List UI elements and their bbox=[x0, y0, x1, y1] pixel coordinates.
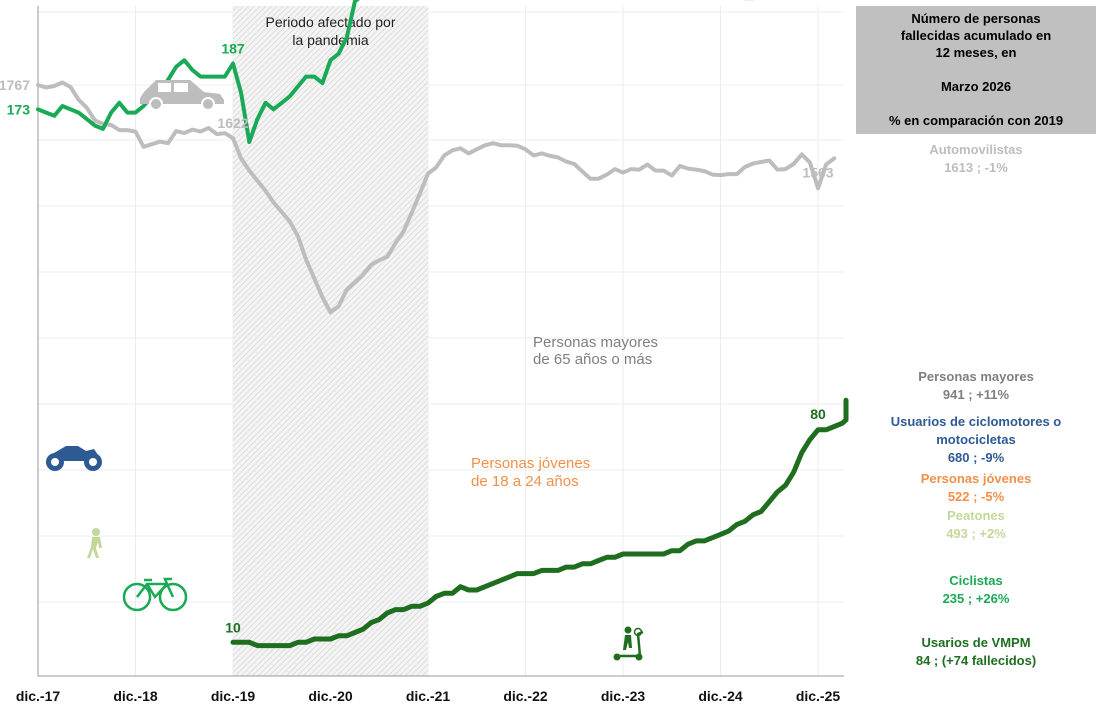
legend-value: 680 ; -9% bbox=[947, 450, 1005, 465]
legend-entry-peatones: Peatones 493 ; +2% bbox=[856, 507, 1096, 543]
x-tick-label: dic.-17 bbox=[16, 688, 61, 704]
x-tick-label: dic.-25 bbox=[796, 688, 841, 704]
legend-name: Ciclistas bbox=[949, 573, 1003, 588]
legend-name: Usarios de VMPM bbox=[921, 635, 1031, 650]
pandemic-label-line2: la pandemia bbox=[292, 32, 368, 48]
x-tick-label: dic.-21 bbox=[406, 688, 451, 704]
legend-header-spacer2 bbox=[856, 95, 1096, 112]
motorcycle-icon bbox=[46, 446, 102, 471]
pandemic-shaded-region bbox=[233, 6, 428, 676]
legend-header-spacer bbox=[856, 61, 1096, 78]
series-line-ciclistas bbox=[36, 0, 754, 144]
series-line-auto bbox=[36, 80, 837, 315]
legend-name: Automovilistas bbox=[929, 142, 1023, 157]
bicycle-icon bbox=[122, 577, 188, 612]
x-tick-label: dic.-19 bbox=[211, 688, 256, 704]
legend-value: 493 ; +2% bbox=[946, 526, 1006, 541]
start-value-label-ciclistas: 173 bbox=[7, 101, 31, 117]
legend-name-line2: motocicletas bbox=[936, 432, 1016, 447]
x-tick-label: dic.-24 bbox=[698, 688, 743, 704]
pedestrian-icon bbox=[87, 528, 102, 558]
legend-entry-vmpm: Usarios de VMPM 84 ; (+74 fallecidos) bbox=[856, 634, 1096, 670]
legend-name: Personas mayores bbox=[918, 369, 1034, 384]
legend-entry-jovenes: Personas jóvenes 522 ; -5% bbox=[856, 470, 1096, 506]
car-icon bbox=[140, 80, 224, 111]
legend-entry-automovilistas: Automovilistas 1613 ; -1% bbox=[856, 141, 1096, 177]
data-labels: 1767162215638698499167867496915625495234… bbox=[0, 41, 834, 636]
start-value-label-auto: 1767 bbox=[0, 77, 30, 93]
annotation-jovenes-line2: de 18 a 24 años bbox=[471, 473, 579, 490]
x-axis: dic.-17 dic.-18 dic.-19 dic.-20 dic.-21 dic.-… bbox=[16, 6, 844, 704]
annotation-mayores-line2: de 65 años o más bbox=[533, 351, 652, 368]
legend-header: Número de personas fallecidas acumulado … bbox=[856, 6, 1096, 134]
series-line-vmpm bbox=[230, 397, 849, 649]
legend-header-line2: fallecidas acumulado en bbox=[900, 28, 1052, 43]
end-value-label-auto: 1563 bbox=[802, 164, 833, 180]
legend-header-line1: Número de personas bbox=[911, 11, 1041, 26]
annotation-jovenes-line1: Personas jóvenes bbox=[471, 455, 590, 472]
mid-value-label-ciclistas: 187 bbox=[221, 41, 245, 57]
legend-value: 84 ; (+74 fallecidos) bbox=[915, 653, 1037, 668]
legend-name-line1: Usuarios de ciclomotores o bbox=[890, 414, 1062, 429]
legend-header-line3: 12 meses, en bbox=[935, 45, 1017, 60]
legend-value: 522 ; -5% bbox=[947, 489, 1005, 504]
x-tick-label: dic.-18 bbox=[113, 688, 158, 704]
legend-value: 1613 ; -1% bbox=[944, 160, 1008, 175]
end-value-label-vmpm: 80 bbox=[810, 406, 826, 422]
mid-value-label-vmpm: 10 bbox=[225, 619, 241, 635]
legend-name: Personas jóvenes bbox=[920, 471, 1032, 486]
x-tick-label: dic.-20 bbox=[308, 688, 353, 704]
x-tick-label: dic.-23 bbox=[601, 688, 646, 704]
legend-value: 235 ; +26% bbox=[942, 591, 1010, 606]
scooter-icon bbox=[613, 626, 644, 661]
mid-value-label-auto: 1622 bbox=[217, 115, 248, 131]
pandemic-label-line1: Periodo afectado por bbox=[266, 14, 396, 30]
annotation-mayores-line1: Personas mayores bbox=[533, 334, 658, 351]
legend-entry-mayores: Personas mayores 941 ; +11% bbox=[856, 368, 1096, 404]
legend-header-month: Marzo 2026 bbox=[940, 79, 1012, 94]
legend-header-pct: % en comparación con 2019 bbox=[888, 113, 1064, 128]
chart-svg: Periodo afectado por la pandemia dic.-17… bbox=[0, 0, 849, 704]
x-tick-label: dic.-22 bbox=[503, 688, 548, 704]
legend-entry-motocicletas: Usuarios de ciclomotores o motocicletas … bbox=[856, 413, 1096, 467]
legend-name: Peatones bbox=[947, 508, 1005, 523]
legend-entry-ciclistas: Ciclistas 235 ; +26% bbox=[856, 572, 1096, 608]
series-lines bbox=[36, 0, 849, 649]
legend-value: 941 ; +11% bbox=[942, 387, 1010, 402]
